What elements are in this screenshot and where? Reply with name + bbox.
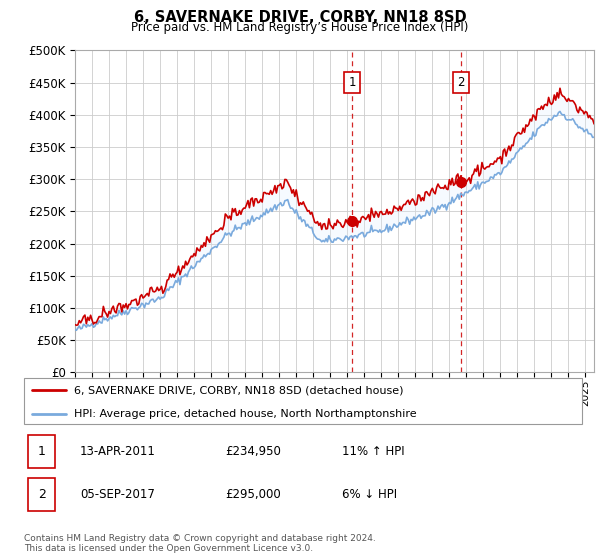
Text: HPI: Average price, detached house, North Northamptonshire: HPI: Average price, detached house, Nort…	[74, 409, 417, 419]
Text: 11% ↑ HPI: 11% ↑ HPI	[342, 445, 404, 458]
Text: 13-APR-2011: 13-APR-2011	[80, 445, 155, 458]
Text: 2: 2	[38, 488, 46, 501]
Text: 05-SEP-2017: 05-SEP-2017	[80, 488, 155, 501]
Text: 1: 1	[38, 445, 46, 458]
Text: 1: 1	[348, 76, 356, 89]
Text: 6% ↓ HPI: 6% ↓ HPI	[342, 488, 397, 501]
Text: Price paid vs. HM Land Registry’s House Price Index (HPI): Price paid vs. HM Land Registry’s House …	[131, 21, 469, 34]
Text: 6, SAVERNAKE DRIVE, CORBY, NN18 8SD (detached house): 6, SAVERNAKE DRIVE, CORBY, NN18 8SD (det…	[74, 385, 404, 395]
Text: 2: 2	[457, 76, 464, 89]
Text: Contains HM Land Registry data © Crown copyright and database right 2024.
This d: Contains HM Land Registry data © Crown c…	[24, 534, 376, 553]
Text: £295,000: £295,000	[225, 488, 281, 501]
FancyBboxPatch shape	[24, 378, 582, 424]
Text: 6, SAVERNAKE DRIVE, CORBY, NN18 8SD: 6, SAVERNAKE DRIVE, CORBY, NN18 8SD	[134, 10, 466, 25]
Text: £234,950: £234,950	[225, 445, 281, 458]
FancyBboxPatch shape	[28, 478, 55, 511]
FancyBboxPatch shape	[28, 435, 55, 468]
